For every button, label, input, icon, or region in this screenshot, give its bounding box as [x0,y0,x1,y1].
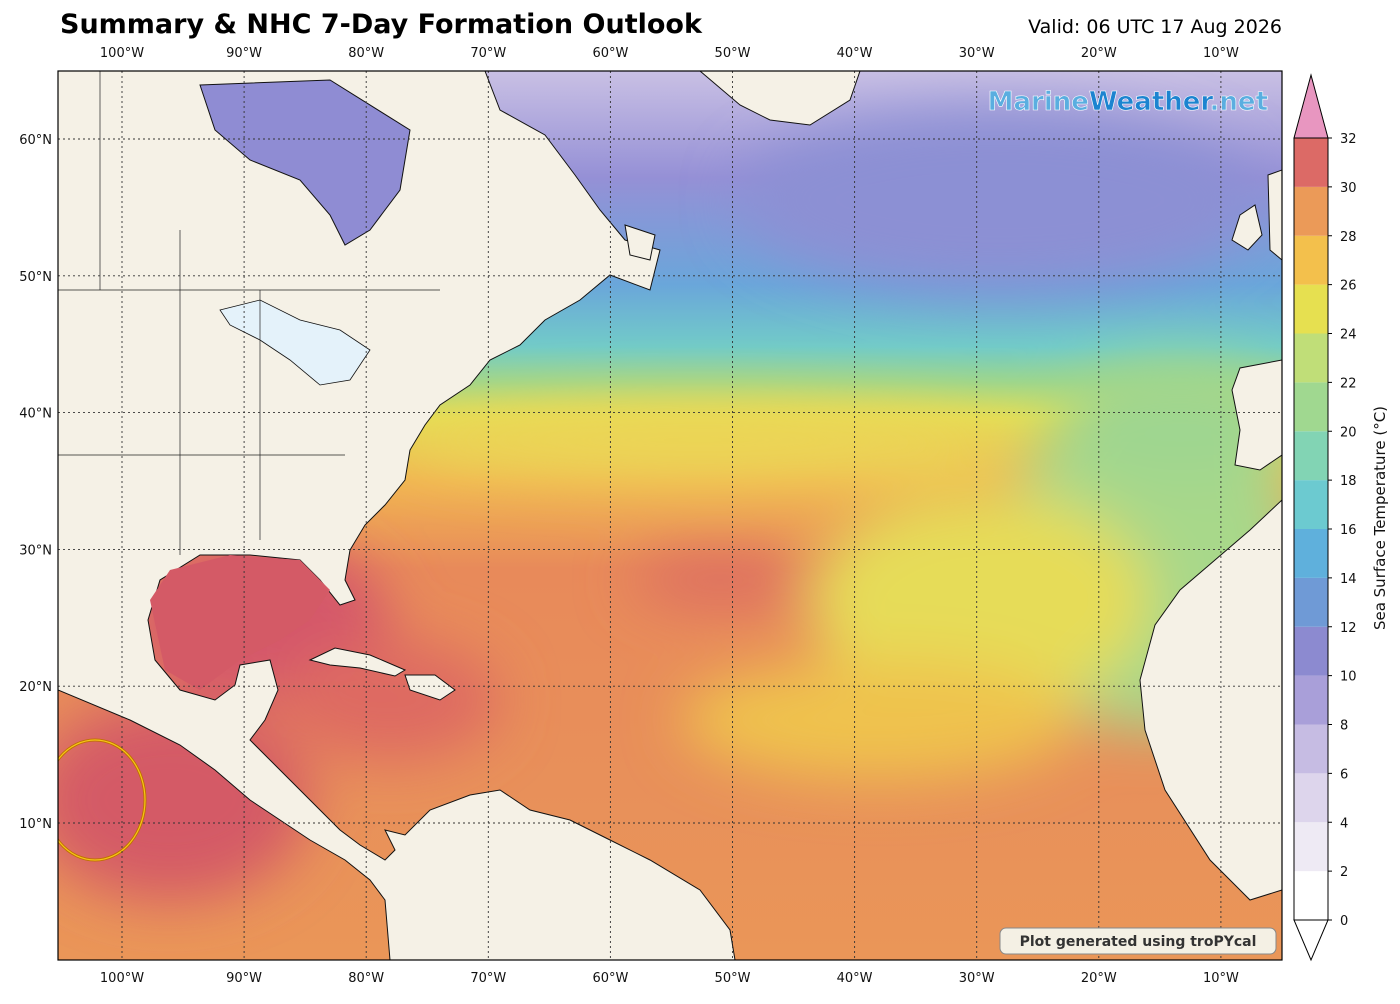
colorbar-band [1294,480,1328,529]
colorbar-tick-label: 4 [1340,816,1348,831]
lat-label: 40°N [19,407,52,422]
lon-label: 90°W [226,46,262,61]
outlook-area-inner [58,739,146,861]
lon-label: 50°W [715,46,751,61]
colorbar-band [1294,724,1328,774]
lat-label: 20°N [19,680,52,695]
colorbar-tick-label: 12 [1340,621,1357,636]
colorbar-tick-label: 2 [1340,865,1348,880]
graticule [58,71,1282,960]
colorbar-tick-label: 16 [1340,523,1357,538]
colorbar-band [1294,675,1328,725]
borders [58,71,440,555]
watermark-part: Weather [1089,87,1214,117]
colorbar-band [1294,186,1328,236]
colorbar-band [1294,431,1328,481]
colorbar-label: Sea Surface Temperature (°C) [1371,406,1389,630]
lon-label: 50°W [715,971,751,986]
lon-label: 10°W [1203,46,1239,61]
colorbar-under [1293,919,1329,962]
colorbar-tick-label: 26 [1340,279,1357,294]
lon-label: 40°W [837,46,873,61]
colorbar-band [1294,871,1328,920]
watermark-part: .net [1210,87,1268,117]
credit-box [999,927,1277,955]
colorbar-band [1294,529,1328,578]
colorbar-band [1294,284,1328,334]
colorbar-band [1294,822,1328,872]
colorbar-band [1294,235,1328,285]
lon-label: 10°W [1203,971,1239,986]
inland-water [150,79,411,690]
colorbar-over [1293,73,1329,139]
map-area: MarineWeather.net Plot generated using t… [58,71,1282,960]
colorbar-band [1294,773,1328,823]
colorbar-band [1294,382,1328,432]
lon-label: 30°W [959,46,995,61]
lon-label: 70°W [470,46,506,61]
colorbar-band [1294,626,1328,676]
colorbar-tick-label: 20 [1340,425,1357,440]
colorbar-tick-label: 30 [1340,181,1357,196]
colorbar-band [1294,333,1328,383]
watermark-part: Marine [988,87,1089,117]
land [58,71,1282,960]
map-frame [57,70,1283,961]
lon-label: 90°W [226,971,262,986]
colorbar-tick-label: 10 [1340,670,1357,685]
lon-label: 20°W [1081,971,1117,986]
valid-time: Valid: 06 UTC 17 Aug 2026 [1028,16,1282,38]
lon-label: 80°W [348,971,384,986]
colorbar-tick-label: 6 [1340,767,1348,782]
colorbar-band [1294,577,1328,627]
watermark: MarineWeather.net [988,87,1268,117]
colorbar-tick-label: 0 [1340,914,1348,929]
lon-label: 70°W [470,971,506,986]
lon-label: 60°W [592,46,628,61]
lon-label: 100°W [100,971,144,986]
lat-label: 30°N [19,543,52,558]
lon-label: 60°W [592,971,628,986]
credit: Plot generated using troPYcal [1020,934,1257,950]
colorbar-tick-label: 22 [1340,376,1357,391]
lon-label: 40°W [837,971,873,986]
lon-label: 20°W [1081,46,1117,61]
colorbar-tick-label: 32 [1340,132,1357,147]
lon-label: 30°W [959,971,995,986]
lat-label: 60°N [19,133,52,148]
colorbar-tick-label: 8 [1340,719,1348,734]
colorbar-tick-label: 24 [1340,328,1357,343]
colorbar-tick-label: 28 [1340,230,1357,245]
colorbar-tick-label: 18 [1340,474,1357,489]
lon-label: 100°W [100,46,144,61]
title: Summary & NHC 7-Day Formation Outlook [60,9,703,40]
colorbar-tick-label: 14 [1340,572,1357,587]
lat-label: 10°N [19,817,52,832]
lat-label: 50°N [19,270,52,285]
lon-label: 80°W [348,46,384,61]
colorbar-band [1294,138,1328,187]
